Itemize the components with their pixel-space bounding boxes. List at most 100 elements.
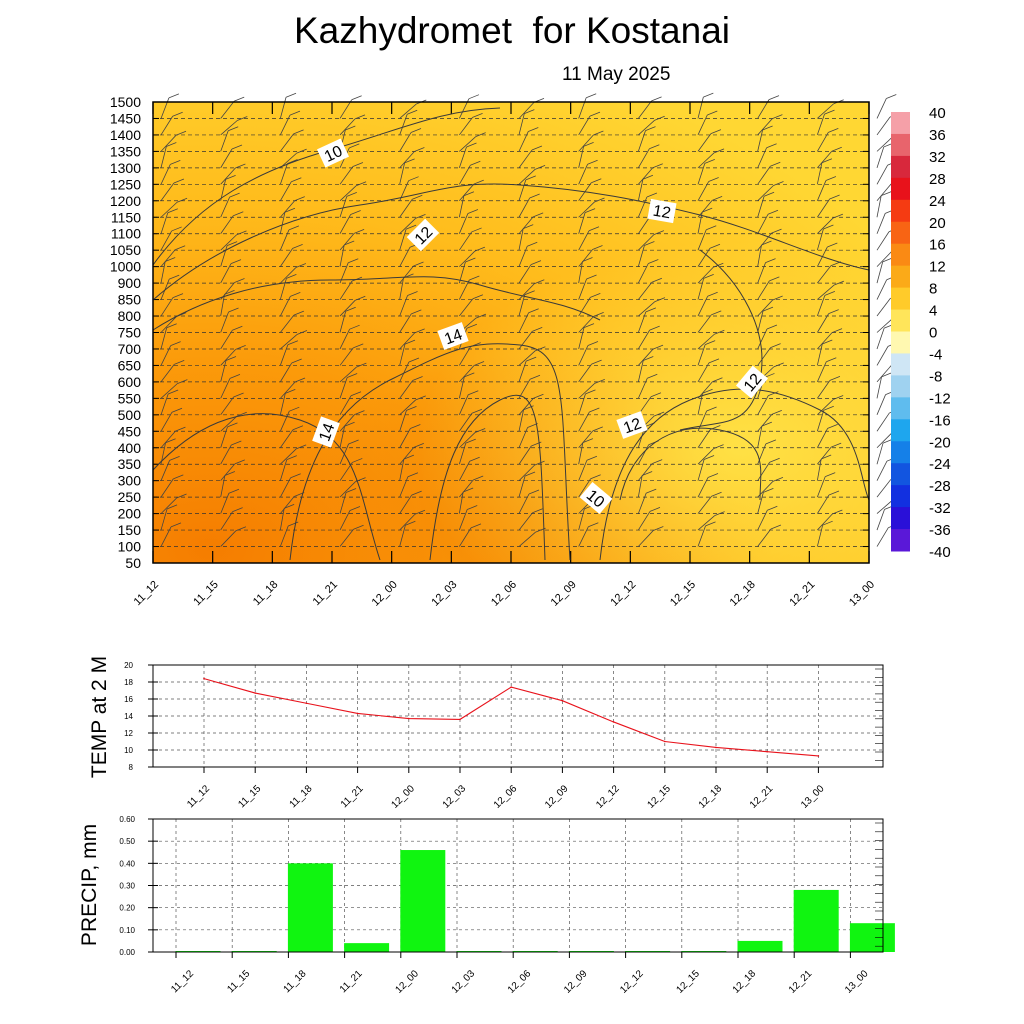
wind-barb (220, 426, 228, 448)
x-tick-label: 12_21 (787, 579, 817, 609)
temp-data-point (459, 718, 461, 721)
precipitation-panel: 0.60 0.50 0.40 0.30 0.20 0.10 0.00 11_12 11_15 11… (78, 815, 895, 996)
wind-barb-feather (527, 423, 538, 428)
wind-barb-feather (229, 374, 241, 379)
wind-barb (638, 463, 653, 481)
wind-barb-feather (355, 181, 367, 187)
wind-barb-feather (833, 395, 844, 400)
wind-barb (459, 183, 475, 202)
wind-barb-feather (408, 357, 420, 363)
x-tick-label: 12_09 (549, 579, 579, 609)
wind-barb-feather (410, 128, 422, 133)
temp-data-point (715, 746, 717, 749)
wind-barb-feather (530, 260, 542, 266)
temp-y-tick-label: 8 (129, 763, 134, 772)
wind-barb-feather (353, 524, 364, 530)
precip-bar (849, 923, 895, 952)
wind-barb-feather (711, 196, 723, 201)
wind-barb (220, 311, 229, 333)
wind-barb-feather (584, 208, 596, 214)
precip-axis-label: PRECIP, mm (78, 824, 101, 946)
wind-barb (816, 525, 824, 547)
wind-barb-feather (170, 160, 181, 165)
wind-barb (399, 295, 408, 317)
wind-barb-feather (524, 109, 535, 114)
colorbar-swatch (891, 309, 910, 332)
wind-barb (578, 297, 591, 317)
wind-barb (697, 333, 715, 350)
temp-y-tick-label: 12 (124, 729, 133, 738)
wind-barb (876, 346, 889, 366)
wind-barb (459, 365, 475, 383)
x-tick-label: 12_06 (489, 579, 519, 609)
wind-barb (399, 198, 413, 218)
colorbar-tick-label: -4 (929, 346, 942, 363)
wind-barb-feather (415, 214, 426, 219)
wind-barb (458, 443, 467, 465)
precip-bar (344, 943, 390, 952)
wind-barb (339, 481, 356, 498)
wind-barb-feather (886, 94, 897, 99)
wind-barb-feather (294, 377, 306, 383)
wind-barb (757, 185, 774, 202)
wind-barb (279, 508, 285, 531)
wind-barb (518, 427, 528, 448)
wind-barb-feather (234, 96, 245, 102)
wind-barb (637, 444, 650, 465)
colorbar-swatch (891, 485, 910, 508)
contour-line (152, 276, 601, 331)
wind-barb (876, 394, 886, 415)
wind-barb (817, 217, 834, 234)
wind-barb-feather (292, 244, 303, 249)
wind-barb-feather (771, 228, 782, 234)
wind-barb (697, 525, 706, 547)
precip-x-tick-label: 12_06 (506, 968, 534, 996)
wind-barb-feather (769, 457, 780, 463)
wind-barb (816, 180, 827, 201)
wind-barb (458, 376, 465, 399)
temp-data-point (305, 702, 308, 705)
wind-barb-feather (587, 341, 599, 346)
wind-barb (160, 164, 171, 185)
wind-barb-feather (168, 93, 180, 99)
wind-barb (578, 411, 590, 432)
wind-barb (280, 248, 293, 267)
wind-barb-feather (293, 310, 305, 316)
wind-barb (339, 528, 354, 547)
wind-barb (399, 277, 404, 300)
wind-barb (757, 262, 766, 284)
colorbar-tick-label: 0 (929, 325, 937, 342)
wind-barb-feather (523, 224, 534, 229)
wind-barb-feather (594, 378, 605, 384)
wind-barb (160, 508, 168, 531)
wind-barb-feather (583, 323, 595, 328)
wind-barb-feather (227, 422, 238, 428)
wind-barb-feather (170, 522, 182, 528)
wind-barb-feather (174, 245, 186, 251)
colorbar-swatch (891, 265, 910, 289)
wind-barb-feather (762, 306, 774, 312)
wind-barb (816, 313, 830, 333)
temp-data-point (612, 721, 615, 723)
wind-barb-feather (290, 473, 301, 479)
wind-barb-feather (586, 274, 597, 280)
wind-barb-feather (642, 471, 653, 476)
wind-barb (220, 396, 234, 416)
colorbar-tick-label: -28 (929, 478, 951, 495)
x-tick-label: 11_15 (191, 579, 221, 609)
wind-barb (518, 409, 524, 432)
wind-barb (638, 119, 655, 136)
wind-barb-feather (827, 242, 838, 248)
contour-label: 14 (312, 416, 340, 448)
wind-barb (697, 247, 711, 267)
wind-barb (876, 442, 884, 465)
wind-barb-feather (175, 426, 186, 432)
wind-barb (160, 383, 178, 399)
wind-barb-feather (590, 474, 601, 480)
wind-barb-feather (232, 507, 243, 512)
wind-barb-feather (469, 456, 480, 462)
wind-barb (578, 212, 586, 234)
wind-barb-feather (593, 130, 604, 136)
wind-barb-feather (773, 362, 784, 368)
wind-barb-feather (224, 471, 236, 476)
